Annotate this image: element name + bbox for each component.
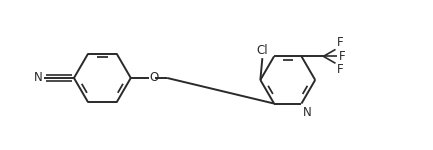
- Text: Cl: Cl: [256, 44, 268, 57]
- Text: O: O: [149, 71, 158, 84]
- Text: F: F: [337, 63, 343, 76]
- Text: F: F: [339, 50, 345, 63]
- Text: N: N: [303, 106, 311, 119]
- Text: F: F: [337, 36, 343, 49]
- Text: N: N: [34, 71, 42, 84]
